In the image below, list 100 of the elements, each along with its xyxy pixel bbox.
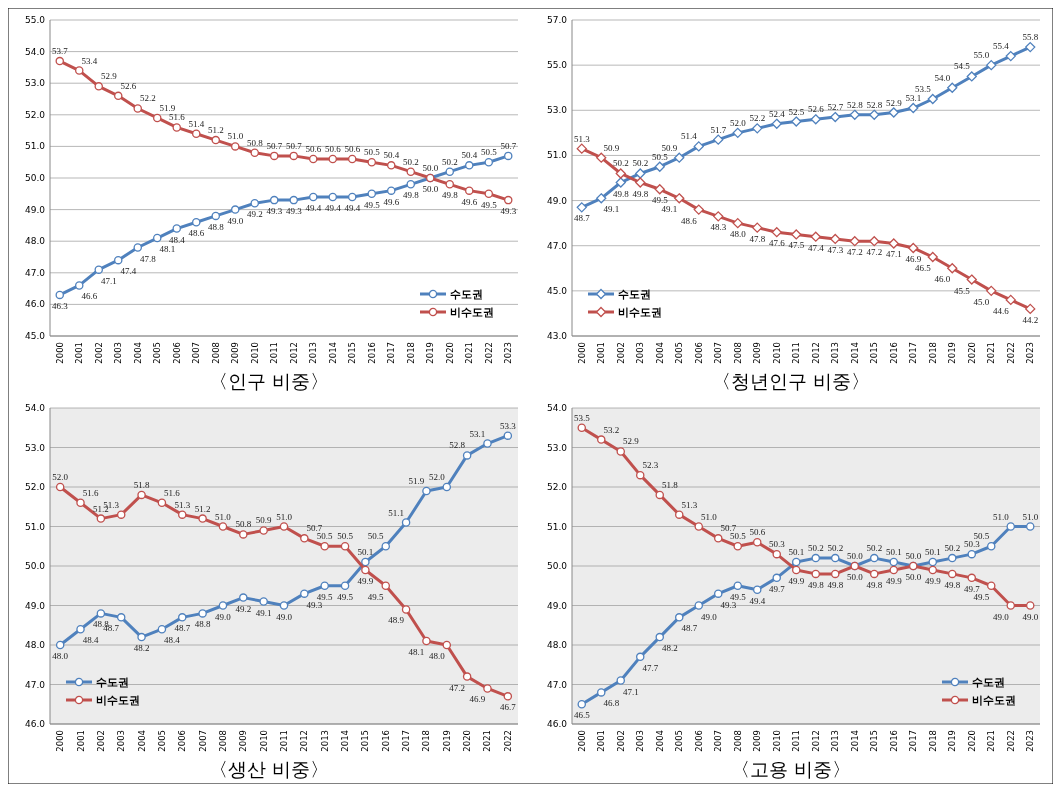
y-tick-label: 47.0 — [546, 240, 568, 251]
point — [791, 116, 802, 127]
point — [1006, 601, 1015, 610]
data-label: 48.6 — [680, 215, 698, 226]
point — [966, 274, 977, 285]
x-tick-label: 2023 — [1025, 342, 1036, 364]
data-label: 51.8 — [133, 479, 150, 490]
point — [157, 624, 167, 634]
point — [94, 265, 103, 274]
point — [340, 542, 350, 551]
x-tick-label: 2010 — [771, 730, 782, 752]
y-tick-label: 51.0 — [24, 141, 46, 152]
x-tick-label: 2016 — [888, 730, 899, 752]
data-label: 47.5 — [788, 240, 805, 251]
data-label: 52.6 — [807, 104, 825, 115]
y-tick-label: 54.0 — [24, 403, 46, 413]
point — [810, 231, 821, 242]
x-tick-label: 2005 — [674, 730, 685, 752]
x-tick-label: 2005 — [152, 342, 163, 364]
legend-label: 비수도권 — [618, 306, 662, 319]
x-tick-label: 2018 — [927, 730, 938, 752]
point — [445, 180, 454, 189]
data-label: 55.8 — [1022, 32, 1039, 43]
point — [361, 565, 370, 575]
y-tick-label: 43.0 — [546, 331, 568, 341]
data-label: 52.5 — [788, 106, 805, 117]
x-tick-label: 2020 — [462, 730, 473, 752]
point — [694, 601, 703, 610]
x-tick-label: 2019 — [947, 730, 958, 752]
y-tick-label: 46.0 — [24, 299, 46, 310]
data-label: 46.3 — [51, 300, 69, 311]
point — [259, 526, 268, 535]
x-tick-label: 2006 — [177, 730, 188, 752]
y-tick-label: 53.0 — [546, 105, 568, 116]
data-label: 48.2 — [133, 643, 150, 654]
x-tick-label: 2014 — [327, 342, 338, 364]
point — [615, 168, 626, 179]
data-label: 49.8 — [632, 188, 649, 199]
y-tick-label: 47.0 — [24, 679, 46, 690]
point — [596, 152, 607, 163]
point — [76, 624, 85, 634]
data-label: 49.5 — [729, 591, 747, 602]
point — [732, 217, 743, 229]
x-tick-label: 2008 — [217, 730, 228, 752]
point — [870, 569, 879, 579]
point — [178, 613, 187, 622]
data-label: 50.8 — [235, 519, 252, 530]
data-label: 53.5 — [573, 412, 591, 423]
data-label: 53.1 — [469, 428, 486, 439]
point — [810, 114, 821, 125]
point — [597, 688, 606, 697]
point — [947, 82, 958, 93]
x-tick-label: 2001 — [74, 342, 85, 364]
data-label: 50.5 — [651, 151, 669, 162]
point — [504, 195, 513, 205]
point — [753, 585, 762, 594]
y-tick-label: 54.0 — [546, 403, 568, 413]
data-label: 49.3 — [285, 206, 303, 217]
x-tick-label: 2009 — [752, 730, 763, 752]
data-label: 47.2 — [846, 247, 863, 258]
text: 〈생산 비중〉 — [208, 758, 330, 780]
point — [503, 431, 513, 440]
point — [635, 177, 646, 188]
data-label: 52.0 — [428, 472, 446, 482]
data-label: 51.0 — [227, 131, 244, 142]
point — [340, 581, 350, 590]
point — [693, 204, 704, 215]
y-tick-label: 52.0 — [24, 482, 46, 492]
data-label: 51.4 — [680, 131, 698, 142]
point — [597, 435, 606, 444]
point — [172, 224, 181, 233]
x-tick-label: 2020 — [444, 342, 455, 364]
x-tick-label: 2014 — [849, 342, 860, 364]
data-label: 49.8 — [441, 190, 459, 201]
data-label: 49.4 — [749, 595, 766, 606]
point — [259, 597, 268, 606]
x-tick-label: 2013 — [830, 730, 841, 752]
data-label: 47.8 — [139, 253, 157, 264]
data-label: 50.2 — [944, 543, 961, 554]
x-tick-label: 2017 — [908, 342, 919, 364]
point — [947, 263, 958, 274]
x-tick-label: 2004 — [654, 730, 665, 752]
data-label: 49.8 — [402, 190, 420, 201]
point — [157, 498, 167, 508]
data-label: 55.4 — [992, 41, 1010, 52]
point — [55, 482, 65, 492]
x-tick-label: 2011 — [791, 342, 802, 364]
data-label: 49.9 — [788, 575, 805, 586]
point — [732, 127, 743, 139]
data-label: 49.5 — [316, 591, 334, 602]
x-tick-label: 2018 — [927, 342, 938, 364]
data-label: 50.2 — [612, 158, 629, 169]
point — [733, 581, 742, 590]
data-label: 52.8 — [866, 99, 883, 110]
point — [948, 553, 957, 563]
point — [239, 530, 248, 539]
data-label: 48.6 — [188, 228, 205, 239]
x-tick-label: 2013 — [308, 342, 319, 364]
y-tick-label: 48.0 — [24, 640, 46, 650]
point — [771, 227, 782, 238]
